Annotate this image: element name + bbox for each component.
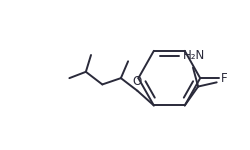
Text: O: O — [133, 75, 142, 88]
Text: F: F — [221, 72, 228, 85]
Text: H₂N: H₂N — [183, 49, 205, 62]
